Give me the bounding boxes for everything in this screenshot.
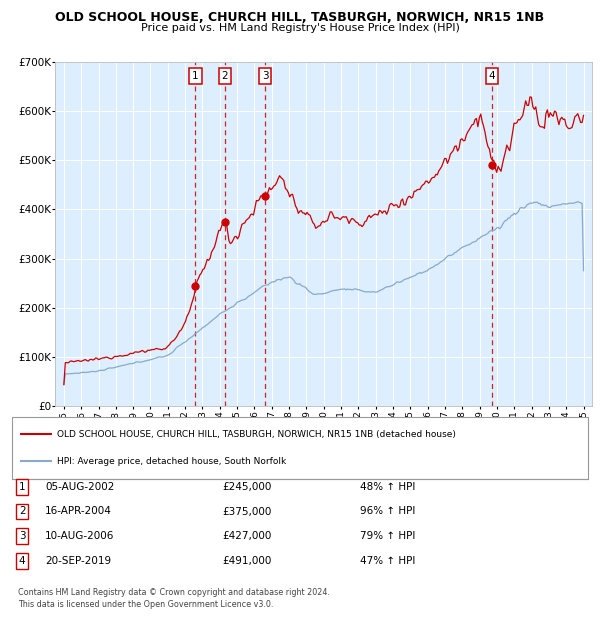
Text: £427,000: £427,000 (222, 531, 271, 541)
Text: £491,000: £491,000 (222, 556, 271, 566)
Text: 79% ↑ HPI: 79% ↑ HPI (360, 531, 415, 541)
Text: £375,000: £375,000 (222, 507, 271, 516)
Text: £245,000: £245,000 (222, 482, 271, 492)
Text: 16-APR-2004: 16-APR-2004 (45, 507, 112, 516)
Text: 3: 3 (262, 71, 268, 81)
Text: 96% ↑ HPI: 96% ↑ HPI (360, 507, 415, 516)
Text: OLD SCHOOL HOUSE, CHURCH HILL, TASBURGH, NORWICH, NR15 1NB (detached house): OLD SCHOOL HOUSE, CHURCH HILL, TASBURGH,… (57, 430, 456, 438)
Text: 47% ↑ HPI: 47% ↑ HPI (360, 556, 415, 566)
Text: 1: 1 (192, 71, 199, 81)
Text: 2: 2 (19, 507, 26, 516)
Text: 4: 4 (489, 71, 496, 81)
Text: 10-AUG-2006: 10-AUG-2006 (45, 531, 115, 541)
Text: Contains HM Land Registry data © Crown copyright and database right 2024.
This d: Contains HM Land Registry data © Crown c… (18, 588, 330, 609)
Text: OLD SCHOOL HOUSE, CHURCH HILL, TASBURGH, NORWICH, NR15 1NB: OLD SCHOOL HOUSE, CHURCH HILL, TASBURGH,… (55, 11, 545, 24)
Text: Price paid vs. HM Land Registry's House Price Index (HPI): Price paid vs. HM Land Registry's House … (140, 23, 460, 33)
Text: 3: 3 (19, 531, 26, 541)
Text: HPI: Average price, detached house, South Norfolk: HPI: Average price, detached house, Sout… (57, 457, 286, 466)
Text: 2: 2 (221, 71, 228, 81)
Text: 4: 4 (19, 556, 26, 566)
Text: 48% ↑ HPI: 48% ↑ HPI (360, 482, 415, 492)
Text: 05-AUG-2002: 05-AUG-2002 (45, 482, 115, 492)
Text: 1: 1 (19, 482, 26, 492)
Text: 20-SEP-2019: 20-SEP-2019 (45, 556, 111, 566)
